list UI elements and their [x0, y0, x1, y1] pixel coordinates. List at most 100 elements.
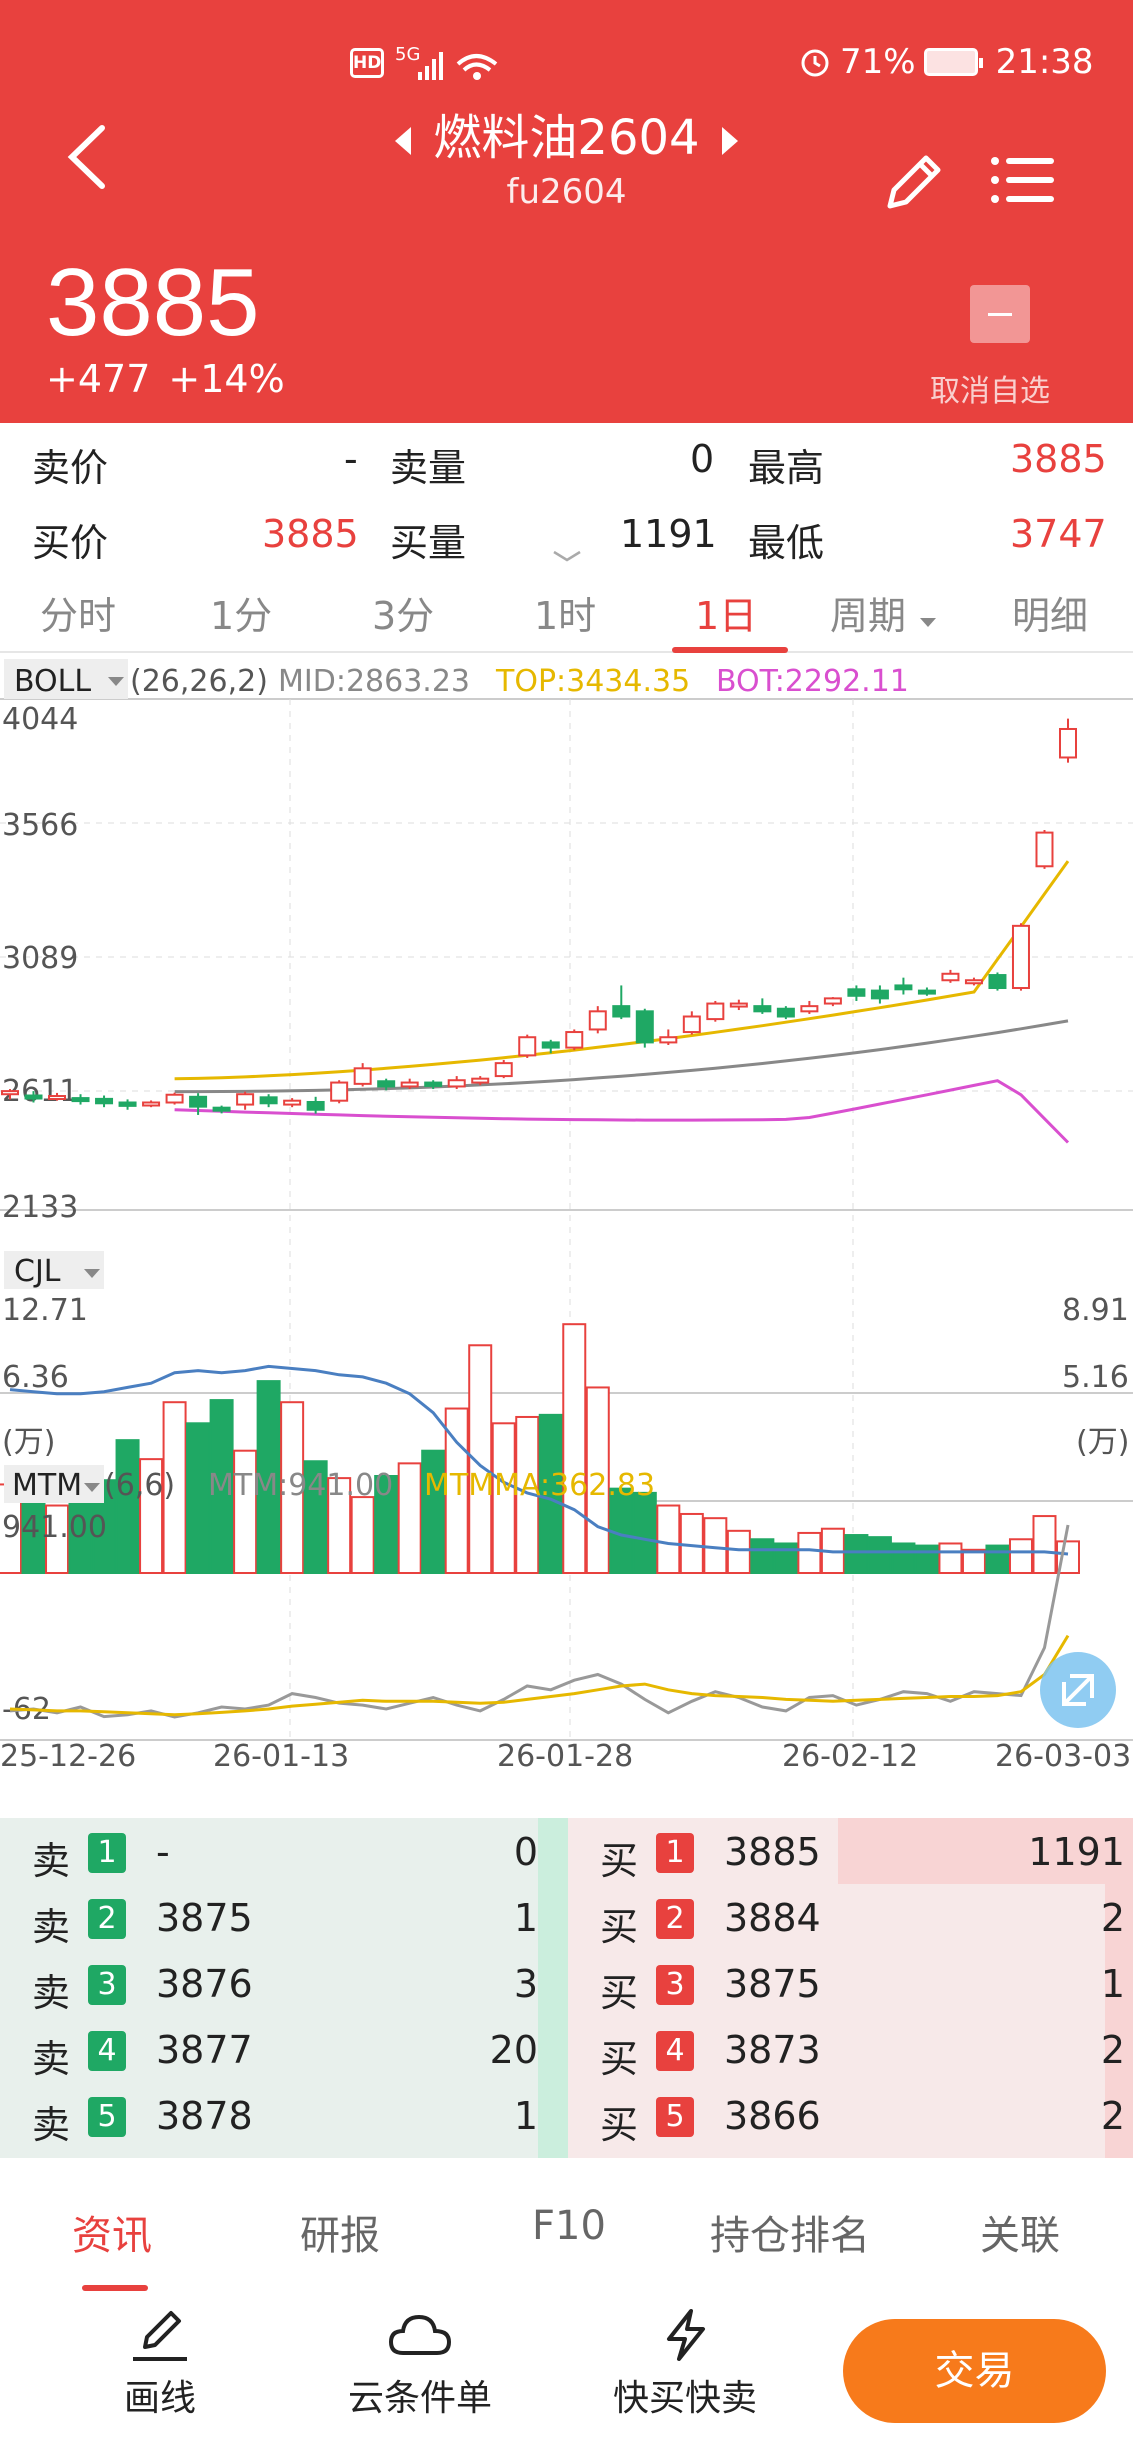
buy-vol-label: 买量	[390, 521, 467, 565]
volume-bar-6	[139, 1458, 164, 1574]
high-label: 最高	[748, 446, 825, 490]
date-label-1: 26-01-13	[213, 1739, 349, 1774]
candle-body-35	[823, 997, 842, 1005]
low-label: 最低	[748, 521, 825, 565]
expand-chevron-icon[interactable]	[552, 548, 582, 564]
back-icon[interactable]	[62, 122, 112, 192]
candle-body-23	[541, 1041, 560, 1049]
sell-vol-5: 1	[513, 2094, 538, 2138]
buy-badge-3: 3	[656, 1965, 694, 2005]
trade-button[interactable]: 交易	[843, 2319, 1106, 2423]
page-title: 燃料油2604	[433, 110, 700, 166]
high-value: 3885	[1010, 437, 1107, 481]
sell-order-row-2[interactable]: 卖 2 3875 1	[0, 1886, 538, 1952]
mtm-value: MTM:941.00	[208, 1468, 393, 1503]
candle-body-42	[988, 974, 1007, 990]
cloud-icon	[388, 2314, 452, 2355]
tab-detail[interactable]: 明细	[1012, 594, 1089, 638]
volume-bar-11	[256, 1380, 281, 1574]
boll-dropdown-icon[interactable]	[108, 677, 124, 686]
buy-order-row-5[interactable]: 买 5 3866 2	[568, 2084, 1133, 2150]
sell-label-1: 卖	[32, 1839, 71, 1883]
volume-bar-16	[374, 1475, 399, 1574]
buy-order-row-3[interactable]: 买 3 3875 1	[568, 1952, 1133, 2018]
buy-label-4: 买	[600, 2037, 639, 2081]
candle-body-32	[753, 1005, 772, 1013]
tab-related[interactable]: 关联	[980, 2213, 1060, 2259]
cloud-order-button[interactable]: 云条件单	[310, 2295, 530, 2421]
sell-price-1: -	[156, 1830, 170, 1874]
remove-favorite-label[interactable]: 取消自选	[930, 374, 1050, 409]
sell-vol-label: 卖量	[390, 446, 467, 490]
network-type: 5G	[395, 44, 421, 65]
quote-row-buy: 买价 3885 买量 1191 最低 3747	[0, 498, 1133, 572]
candle-body-17	[400, 1081, 419, 1088]
tab-1min[interactable]: 1分	[210, 594, 273, 638]
candle-body-45	[1059, 727, 1077, 759]
tab-f10[interactable]: F10	[532, 2203, 606, 2249]
quick-trade-button[interactable]: 快买快卖	[575, 2295, 795, 2421]
remove-favorite-button[interactable]	[970, 285, 1030, 343]
sell-volume-strip	[538, 1818, 568, 2158]
title-row: 燃料油2604	[0, 98, 1133, 168]
menu-list-icon[interactable]	[990, 155, 1056, 205]
boll-name[interactable]: BOLL	[14, 664, 91, 699]
candle-body-44	[1035, 831, 1054, 868]
buy-order-row-2[interactable]: 买 2 3884 2	[568, 1886, 1133, 1952]
mtm-lines	[9, 1524, 1070, 1719]
cjl-name[interactable]: CJL	[14, 1254, 61, 1289]
prev-contract-icon[interactable]	[395, 127, 412, 155]
tab-3min[interactable]: 3分	[372, 594, 435, 638]
draw-line-button[interactable]: 画线	[50, 2295, 270, 2421]
tab-1hour[interactable]: 1时	[534, 594, 597, 638]
volume-bar-27	[632, 1491, 657, 1574]
buy-order-row-4[interactable]: 买 4 3873 2	[568, 2018, 1133, 2084]
tab-news[interactable]: 资讯	[72, 2213, 152, 2259]
mtm-y-top: 941.00	[2, 1510, 107, 1545]
buy-label-2: 买	[600, 1905, 639, 1949]
kline-chart[interactable]: BOLL (26,26,2) MID:2863.23 TOP:3434.35 B…	[0, 655, 1133, 1775]
boll-selector-bg[interactable]	[4, 659, 128, 699]
volume-bar-10	[233, 1449, 258, 1574]
candle-body-0	[1, 1090, 19, 1096]
volume-bar-43	[1008, 1538, 1033, 1574]
mtm-dropdown-icon[interactable]	[84, 1483, 100, 1492]
tab-research[interactable]: 研报	[300, 2213, 380, 2259]
tab-positions[interactable]: 持仓排名	[710, 2213, 870, 2259]
battery-icon	[923, 48, 983, 76]
candle-body-40	[941, 972, 960, 982]
pencil-icon[interactable]	[880, 148, 952, 214]
sell-order-row-3[interactable]: 卖 3 3876 3	[0, 1952, 538, 2018]
buy-badge-2: 2	[656, 1899, 694, 1939]
next-contract-icon[interactable]	[721, 127, 738, 155]
sell-price-value: -	[344, 437, 358, 481]
quote-row-sell: 卖价 - 卖量 0 最高 3885	[0, 423, 1133, 497]
sell-order-row-5[interactable]: 卖 5 3878 1	[0, 2084, 538, 2150]
mtm-params: (6,6)	[104, 1468, 175, 1503]
quick-trade-label: 快买快卖	[612, 2378, 757, 2419]
buy-order-row-1[interactable]: 买 1 3885 1191	[568, 1820, 1133, 1886]
buy-vol-3: 1	[1100, 1962, 1125, 2006]
sell-vol-2: 1	[513, 1896, 538, 1940]
sell-vol-4: 20	[489, 2028, 538, 2072]
candle-body-11	[259, 1096, 278, 1105]
tab-period[interactable]: 周期	[830, 585, 938, 640]
date-label-4: 26-03-03	[995, 1739, 1131, 1774]
candle-body-4	[95, 1097, 114, 1105]
sell-order-row-4[interactable]: 卖 4 3877 20	[0, 2018, 538, 2084]
buy-volume-strip	[1105, 1818, 1133, 2158]
buy-badge-1: 1	[656, 1833, 694, 1873]
candle-body-36	[847, 988, 866, 997]
tab-timeshare[interactable]: 分时	[40, 594, 117, 638]
cjl-dropdown-icon[interactable]	[84, 1269, 100, 1278]
buy-volume-highlight	[838, 1818, 1105, 1884]
boll-params: (26,26,2)	[130, 664, 268, 699]
sell-label-2: 卖	[32, 1905, 71, 1949]
mtm-name[interactable]: MTM	[12, 1468, 82, 1503]
sell-badge-1: 1	[88, 1833, 126, 1873]
tab-1day[interactable]: 1日	[695, 594, 758, 638]
sell-label-5: 卖	[32, 2103, 71, 2147]
buy-badge-4: 4	[656, 2031, 694, 2071]
volume-bar-39	[914, 1544, 939, 1574]
